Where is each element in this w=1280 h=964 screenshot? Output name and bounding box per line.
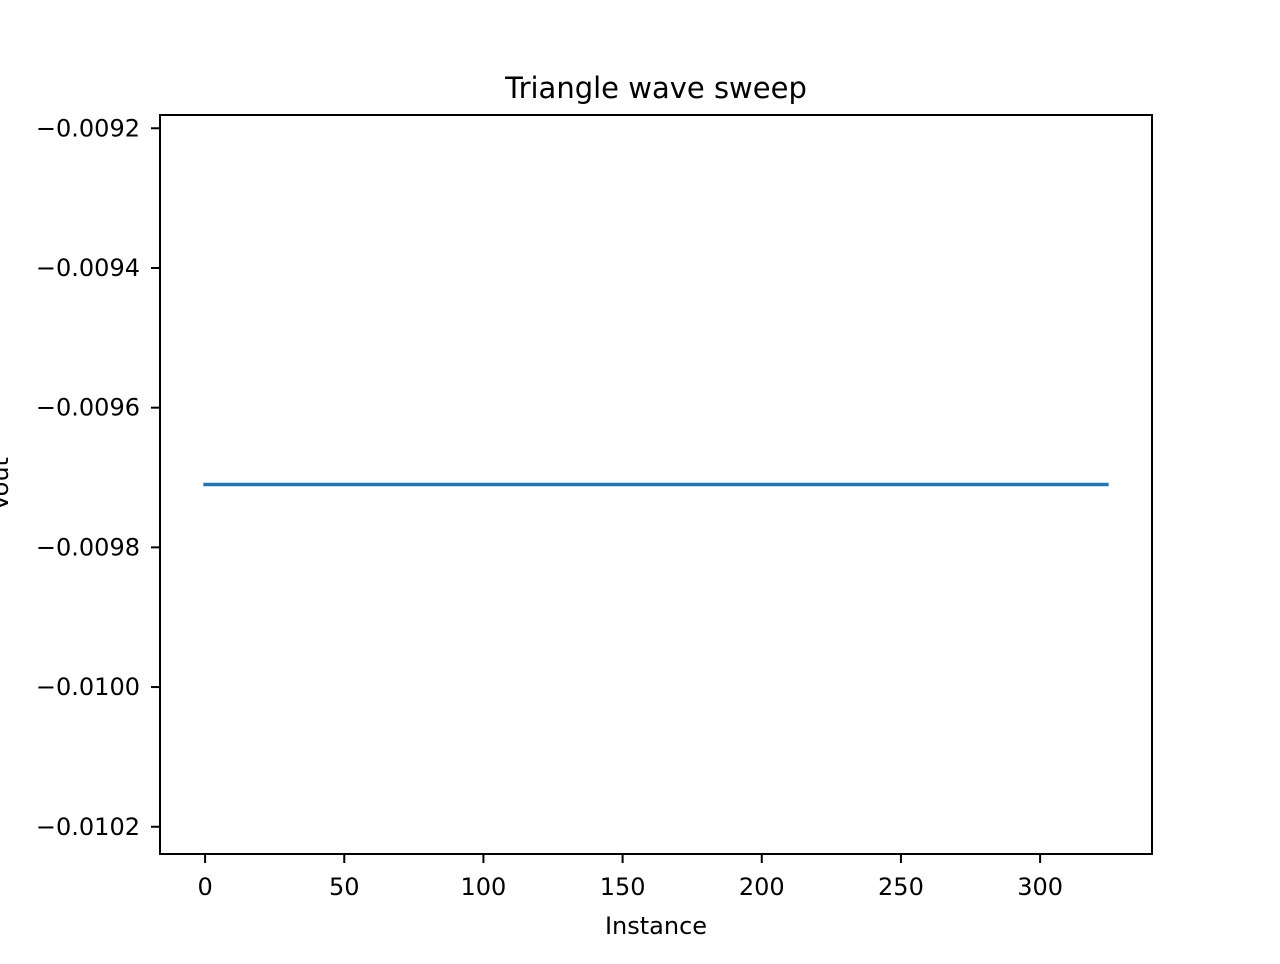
- y-tick-label: −0.0098: [36, 533, 140, 561]
- y-tick-label: −0.0102: [36, 813, 140, 841]
- y-tick-label: −0.0092: [36, 114, 140, 142]
- x-tick-label: 50: [329, 873, 360, 901]
- y-axis: −0.0092 −0.0094 −0.0096 −0.0098 −0.0100 −0.01…: [36, 114, 160, 841]
- y-tick-label: −0.0094: [36, 254, 140, 282]
- axes-frame: [159, 114, 1153, 855]
- x-tick-label: 150: [600, 873, 646, 901]
- x-tick-label: 100: [461, 873, 507, 901]
- x-axis: 0 50 100 150 200 250 300: [197, 854, 1063, 901]
- y-tick-label: −0.0096: [36, 394, 140, 422]
- x-tick-label: 200: [739, 873, 785, 901]
- x-tick-label: 0: [197, 873, 212, 901]
- x-tick-label: 300: [1017, 873, 1063, 901]
- y-axis-label: Vout: [0, 457, 14, 511]
- x-tick-label: 250: [878, 873, 924, 901]
- y-tick-label: −0.0100: [36, 673, 140, 701]
- chart-title: Triangle wave sweep: [504, 71, 807, 105]
- x-axis-label: Instance: [605, 912, 707, 940]
